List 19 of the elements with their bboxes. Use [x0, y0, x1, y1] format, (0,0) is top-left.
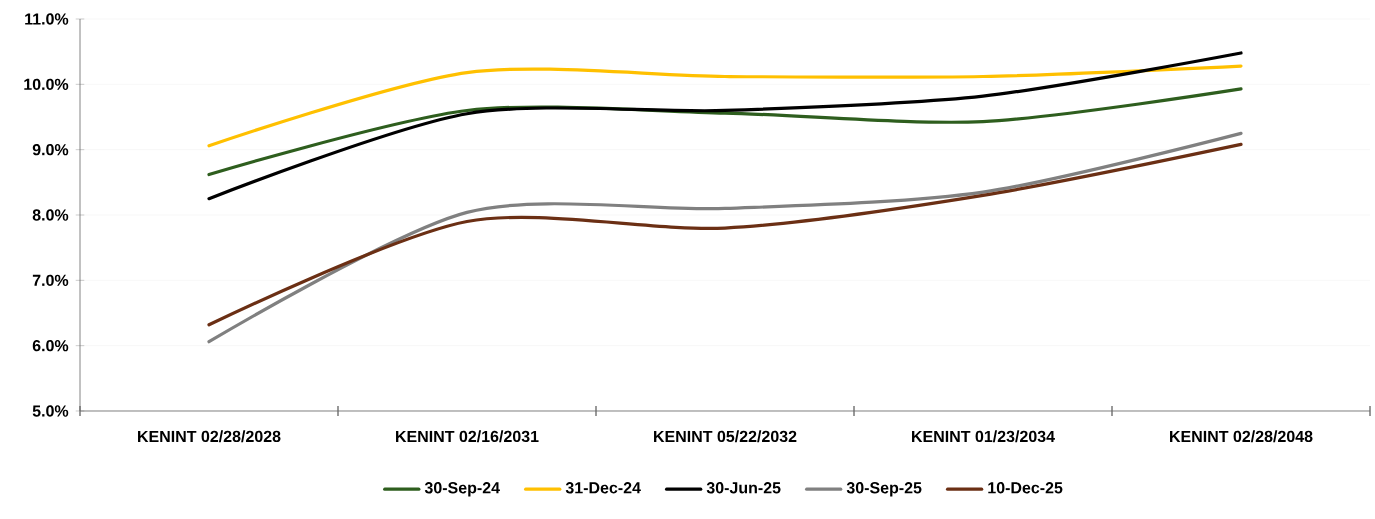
y-tick-label: 7.0%	[32, 274, 69, 286]
x-tick-label: KENINT 02/28/2028	[138, 430, 281, 443]
legend-label: 30-Sep-24	[424, 482, 500, 497]
line-series	[207, 51, 1243, 201]
y-tick-label: 5.0%	[32, 405, 69, 417]
y-tick-label: 8.0%	[32, 209, 69, 221]
x-tick-label: KENINT 01/23/2034	[912, 430, 1055, 443]
legend-label: 30-Jun-25	[706, 482, 781, 494]
y-tick-label: 11.0%	[25, 13, 69, 25]
line-series	[207, 64, 1243, 148]
legend-label: 30-Sep-25	[846, 482, 922, 497]
x-tick-label: KENINT 02/28/2048	[1170, 430, 1313, 443]
y-tick-label: 10.0%	[24, 78, 69, 90]
x-tick-label: KENINT 05/22/2032	[654, 430, 797, 443]
x-tick-label: KENINT 02/16/2031	[396, 430, 539, 443]
legend-label: 31-Dec-24	[565, 482, 641, 494]
legend-label: 10-Dec-25	[988, 482, 1063, 494]
y-tick-label: 6.0%	[32, 340, 69, 352]
y-tick-label: 9.0%	[32, 144, 69, 156]
